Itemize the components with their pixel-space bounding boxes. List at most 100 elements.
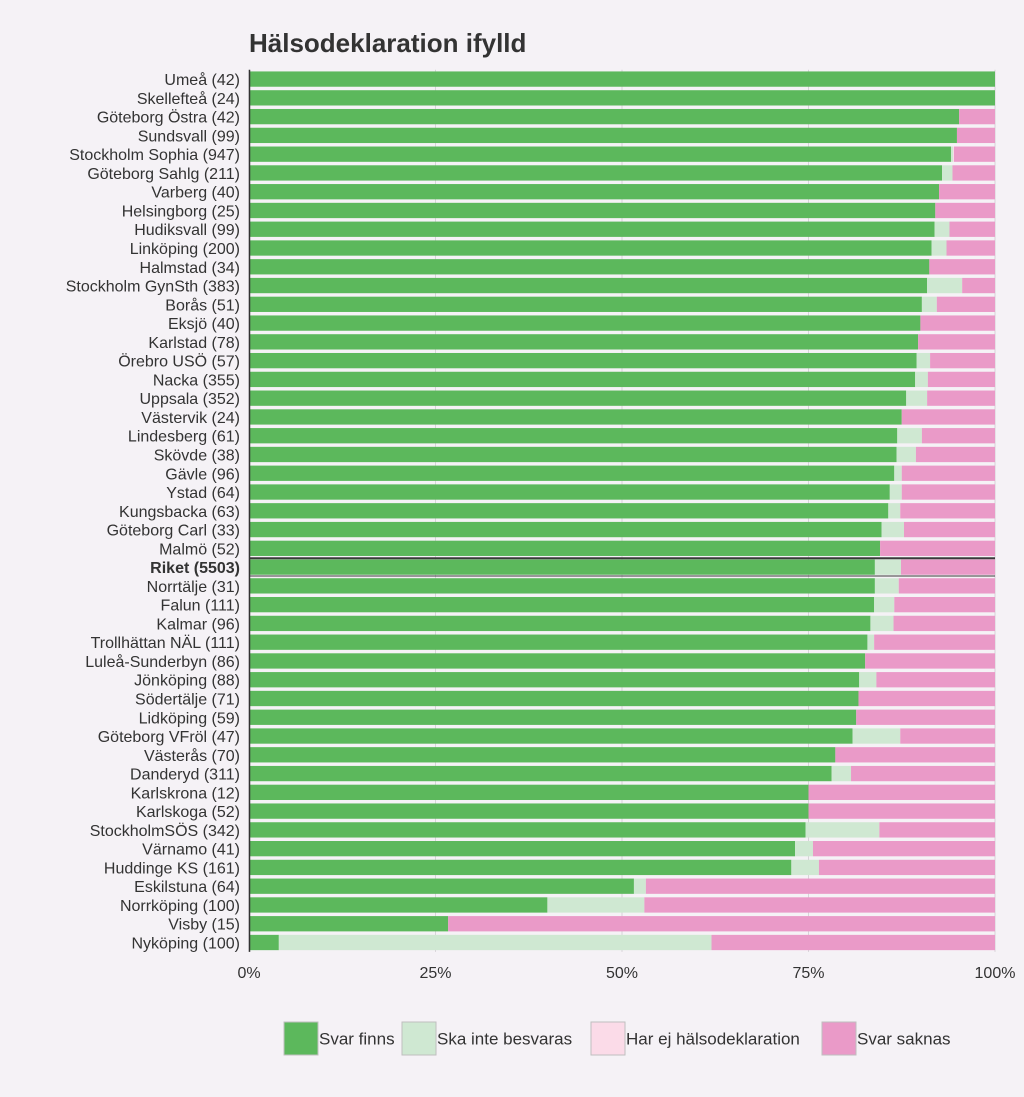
bar-row	[249, 634, 995, 650]
bar-segment-svar-finns	[249, 897, 548, 913]
bar-segment-svar-finns	[249, 371, 916, 388]
category-label: Hudiksvall (99)	[134, 222, 240, 239]
category-label: Örebro USÖ (57)	[118, 353, 240, 371]
legend-label: Svar finns	[319, 1030, 395, 1049]
bar-segment-svar-saknas	[894, 596, 995, 613]
legend-swatch-svar-finns	[283, 1021, 319, 1056]
bar-row	[249, 334, 995, 350]
bar-segment-ska-inte-besvaras	[934, 221, 950, 237]
bar-segment-svar-finns	[249, 446, 897, 463]
bar-row	[249, 784, 995, 800]
bar-segment-svar-saknas	[874, 634, 995, 650]
bar-row	[249, 240, 995, 256]
bar-segment-svar-finns	[249, 259, 930, 275]
bar-segment-ska-inte-besvaras	[791, 859, 819, 876]
category-label: Skövde (38)	[154, 447, 240, 464]
bar-segment-svar-finns	[249, 221, 935, 237]
bar-segment-ska-inte-besvaras	[889, 484, 902, 500]
category-label: Göteborg Östra (42)	[97, 109, 240, 127]
bar-segment-ska-inte-besvaras	[547, 897, 645, 913]
bar-segment-ska-inte-besvaras	[894, 465, 902, 481]
axes	[248, 69, 995, 952]
legend-swatch-svar-saknas	[821, 1021, 857, 1056]
category-label: Lindesberg (61)	[128, 429, 240, 446]
bar-segment-svar-finns	[249, 71, 995, 87]
bar-row	[249, 390, 995, 406]
category-label: Umeå (42)	[164, 71, 240, 89]
bar-row	[249, 841, 995, 857]
bar-segment-svar-saknas	[448, 916, 995, 932]
bar-row	[249, 296, 995, 312]
bar-row	[249, 352, 995, 369]
category-label: Norrköping (100)	[120, 898, 240, 915]
bar-segment-svar-saknas	[808, 784, 995, 800]
category-label: Göteborg VFröl (47)	[98, 729, 240, 746]
bar-segment-svar-saknas	[921, 428, 995, 444]
bar-row	[249, 315, 995, 331]
bar-row	[249, 521, 995, 538]
bar-row	[249, 409, 995, 425]
bar-segment-ska-inte-besvaras	[896, 446, 916, 463]
bar-segment-ska-inte-besvaras	[906, 390, 928, 406]
bar-row	[249, 897, 995, 913]
bar-segment-svar-finns	[249, 202, 936, 219]
category-label: Gävle (96)	[165, 466, 240, 483]
category-label: Nacka (355)	[153, 372, 240, 389]
bar-row	[249, 615, 995, 632]
bar-row	[249, 690, 995, 707]
bar-segment-svar-finns	[249, 352, 917, 369]
bar-row	[249, 503, 995, 519]
bar-row	[249, 484, 995, 500]
x-tick-label: 50%	[606, 965, 638, 982]
category-label: Linköping (200)	[130, 241, 240, 258]
category-label: Borås (51)	[165, 296, 240, 314]
x-tick-label: 100%	[975, 965, 1016, 982]
bar-row	[249, 540, 995, 556]
category-label: Danderyd (311)	[130, 767, 240, 784]
category-label: Visby (15)	[168, 917, 240, 934]
bar-segment-svar-finns	[249, 615, 871, 632]
bar-segment-svar-saknas	[953, 146, 995, 162]
bar-segment-svar-saknas	[880, 540, 995, 556]
category-label: Jönköping (88)	[134, 673, 240, 690]
category-label: Ystad (64)	[166, 485, 240, 502]
legend-item: Svar saknas	[821, 1021, 951, 1056]
bar-row	[249, 165, 995, 181]
bar-segment-svar-finns	[249, 184, 940, 200]
bar-row	[249, 916, 995, 932]
bar-segment-ska-inte-besvaras	[942, 165, 953, 181]
x-tick-label: 75%	[792, 965, 824, 982]
bar-segment-svar-finns	[249, 521, 882, 538]
bar-segment-svar-finns	[249, 277, 928, 294]
bar-row	[249, 803, 995, 819]
bar-row	[249, 259, 995, 275]
bar-segment-ska-inte-besvaras	[888, 503, 901, 519]
bar-segment-svar-saknas	[644, 897, 995, 913]
bar-segment-har-ej-halsodeklaration	[953, 146, 954, 162]
bar-segment-svar-finns	[249, 672, 860, 688]
legend-item: Har ej hälsodeklaration	[590, 1021, 800, 1056]
bar-segment-svar-finns	[249, 146, 951, 162]
bar-segment-svar-saknas	[865, 653, 995, 669]
category-label: Nyköping (100)	[132, 936, 241, 953]
bar-segment-svar-saknas	[915, 446, 995, 463]
category-label: Lidköping (59)	[139, 710, 240, 727]
bar-segment-svar-finns	[249, 165, 943, 181]
bar-segment-svar-finns	[249, 690, 859, 707]
bar-segment-ska-inte-besvaras	[633, 878, 646, 894]
bar-segment-svar-finns	[249, 559, 875, 575]
legend: Svar finns Ska inte besvaras Har ej hälsod…	[283, 1021, 951, 1056]
bar-segment-svar-finns	[249, 841, 796, 857]
category-label: Eksjö (40)	[168, 316, 240, 333]
category-label: Södertälje (71)	[135, 691, 240, 708]
legend-label: Svar saknas	[857, 1030, 951, 1049]
bar-segment-svar-saknas	[858, 690, 995, 707]
chart-title: Hälsodeklaration ifylld	[249, 28, 526, 58]
category-label: Karlstad (78)	[148, 335, 240, 352]
bar-row	[249, 108, 995, 125]
category-label: StockholmSÖS (342)	[90, 822, 240, 840]
legend-label: Har ej hälsodeklaration	[626, 1030, 800, 1049]
bar-segment-svar-saknas	[920, 315, 995, 331]
bar-row	[249, 934, 995, 951]
bar-segment-ska-inte-besvaras	[852, 728, 901, 744]
